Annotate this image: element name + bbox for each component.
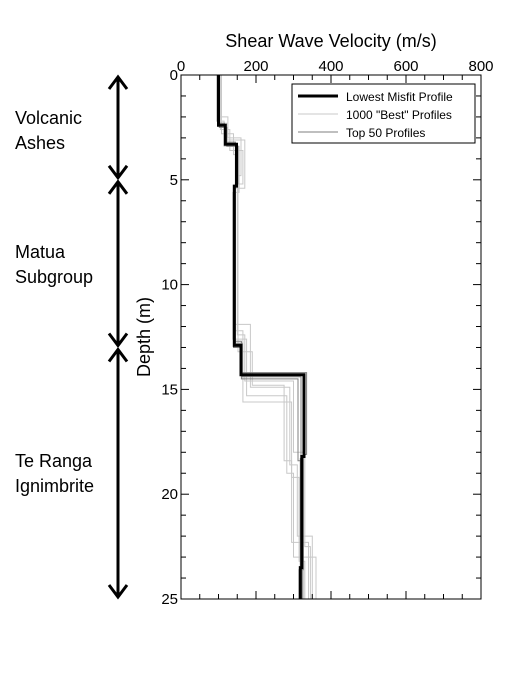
top-profile-line — [218, 75, 304, 599]
legend-label: Lowest Misfit Profile — [346, 90, 453, 104]
layer-arrow-head-up — [107, 346, 129, 363]
legend: Lowest Misfit Profile 1000 "Best" Profile… — [291, 83, 476, 144]
lowest-misfit-line — [217, 75, 306, 599]
layer-arrow-head-down — [107, 584, 129, 600]
y-tick-label: 5 — [170, 172, 178, 189]
y-ticks — [181, 74, 481, 600]
layer-label: Subgroup — [15, 267, 93, 287]
x-tick-label: 200 — [243, 58, 268, 75]
y-tick-labels: 0 5 10 15 20 25 — [161, 67, 178, 608]
lowest-misfit-group — [217, 75, 306, 599]
layer-label: Ignimbrite — [15, 476, 94, 496]
layer-label: Volcanic — [15, 108, 82, 128]
y-tick-label: 15 — [161, 381, 178, 398]
x-tick-label: 0 — [177, 58, 185, 75]
y-tick-label: 20 — [161, 486, 178, 503]
plot-frame — [180, 74, 482, 600]
y-tick-label: 25 — [161, 591, 178, 608]
layer-arrow-head-up — [107, 74, 129, 90]
layer-arrow-head-up — [107, 179, 129, 195]
x-tick-label: 800 — [468, 58, 493, 75]
x-tick-labels: 0 200 400 600 800 — [177, 58, 494, 75]
layer-label: Ashes — [15, 133, 65, 153]
stratigraphy-annotations: Volcanic Ashes Matua Subgroup Te Ranga Ignimb… — [15, 74, 129, 600]
y-axis-label: Depth (m) — [134, 297, 154, 377]
layer-label: Matua — [15, 242, 66, 262]
y-tick-label: 10 — [161, 277, 178, 294]
layer-label: Te Ranga — [15, 451, 93, 471]
x-axis-label: Shear Wave Velocity (m/s) — [225, 31, 436, 51]
x-tick-label: 600 — [393, 58, 418, 75]
x-ticks — [180, 75, 482, 599]
y-tick-label: 0 — [170, 67, 178, 84]
legend-label: 1000 "Best" Profiles — [346, 108, 452, 122]
layer-arrow-head-down — [107, 332, 129, 348]
top-profile-line — [218, 75, 303, 599]
x-tick-label: 400 — [318, 58, 343, 75]
layer-arrow-head-down — [107, 164, 129, 181]
best-profile-line — [218, 75, 311, 599]
legend-label: Top 50 Profiles — [346, 126, 425, 140]
